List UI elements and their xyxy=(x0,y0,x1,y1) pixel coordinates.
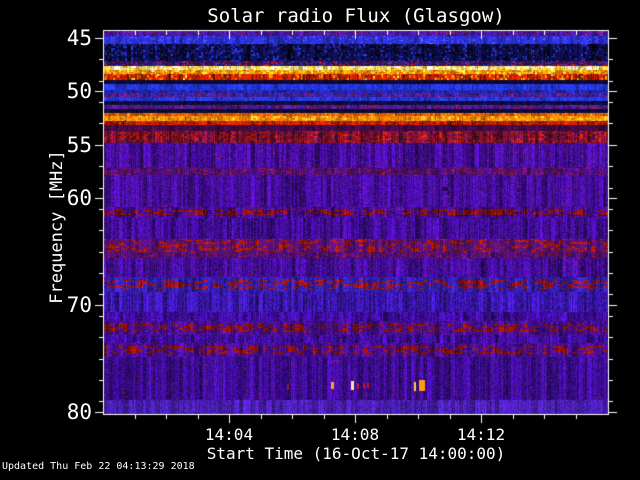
y-tick-label: 55 xyxy=(66,133,92,157)
y-tick-label: 50 xyxy=(66,79,92,103)
updated-timestamp: Updated Thu Feb 22 04:13:29 2018 xyxy=(2,461,195,472)
y-tick-label: 45 xyxy=(66,26,92,50)
x-axis-title: Start Time (16-Oct-17 14:00:00) xyxy=(206,444,506,463)
y-tick-label: 60 xyxy=(66,186,92,210)
plot-title: Solar radio Flux (Glasgow) xyxy=(207,5,505,27)
y-axis-title: Frequency [MHz] xyxy=(47,150,67,304)
x-tick-label: 14:04 xyxy=(204,425,254,444)
y-tick-label: 80 xyxy=(66,400,92,424)
x-tick-label: 14:08 xyxy=(330,425,380,444)
y-tick-label: 70 xyxy=(66,293,92,317)
x-tick-label: 14:12 xyxy=(456,425,506,444)
